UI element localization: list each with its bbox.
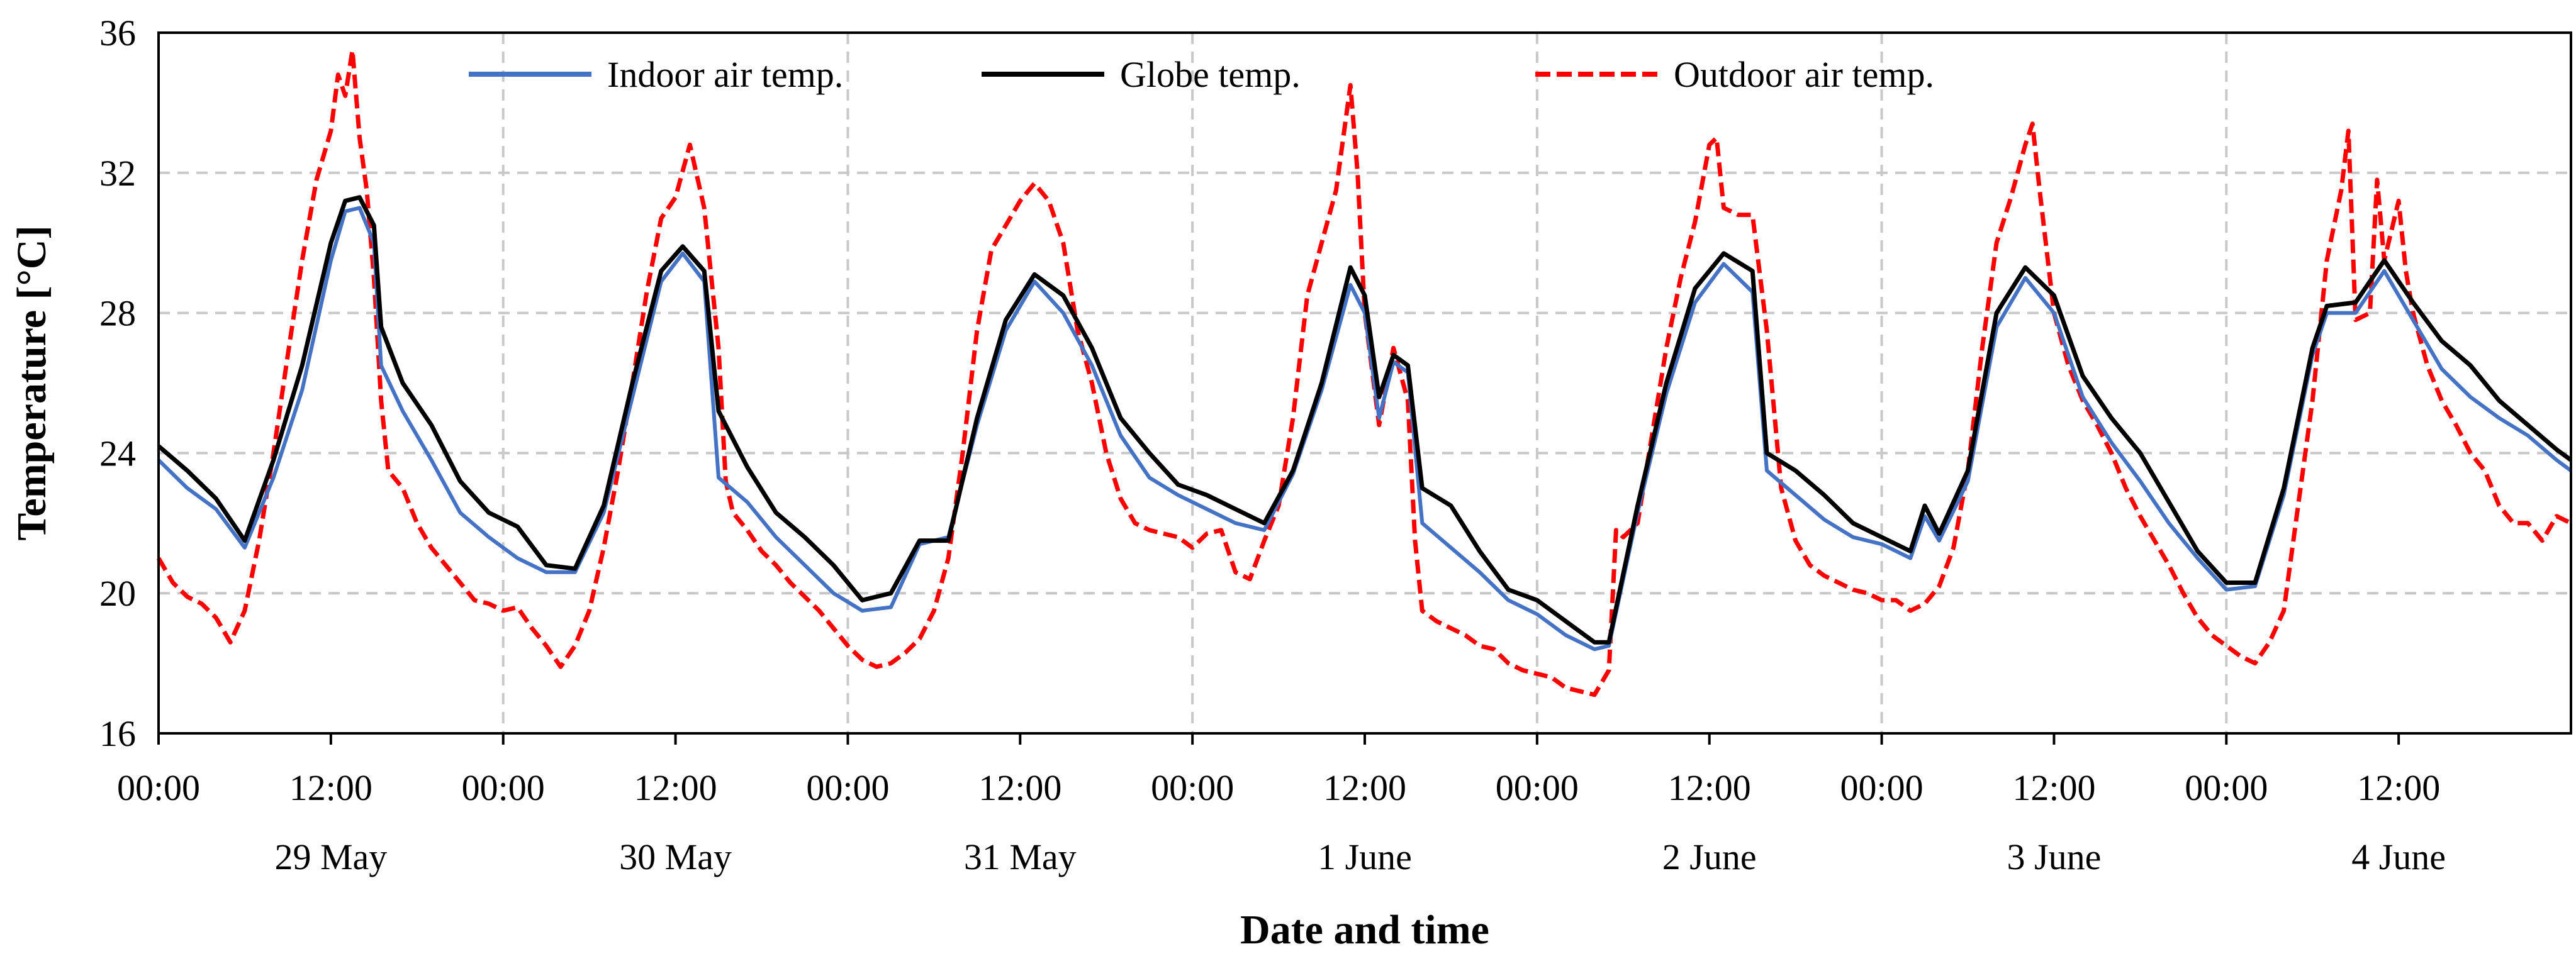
x-tick-label: 12:00 <box>634 767 717 808</box>
series-line-indoor-air-temp <box>157 206 2572 652</box>
legend: Indoor air temp. Globe temp. Outdoor air t… <box>469 54 1934 95</box>
day-label: 31 May <box>964 836 1077 877</box>
day-label: 1 June <box>1318 836 1412 877</box>
x-axis-day-labels: 29 May 30 May 31 May 1 June 2 June 3 June 4 Ju… <box>274 836 2446 877</box>
x-tick-label: 00:00 <box>2185 767 2268 808</box>
plot-area-border <box>157 31 2572 735</box>
y-tick-label: 28 <box>99 293 136 334</box>
vertical-gridlines <box>501 33 2228 733</box>
y-axis-title: Temperature [°C] <box>9 225 55 540</box>
y-tick-label: 24 <box>99 433 136 474</box>
x-tick-label: 12:00 <box>2012 767 2095 808</box>
y-tick-label: 20 <box>99 573 136 614</box>
series-layer <box>156 48 2573 697</box>
y-tick-label: 36 <box>99 13 136 53</box>
day-label: 2 June <box>1662 836 1757 877</box>
x-tick-label: 00:00 <box>806 767 889 808</box>
x-axis-title: Date and time <box>1240 907 1489 953</box>
series-line-outdoor-air-temp <box>156 48 2572 697</box>
x-tick-label: 12:00 <box>978 767 1061 808</box>
y-axis-tick-labels: 16 20 24 28 32 36 <box>99 13 136 754</box>
day-label: 3 June <box>2007 836 2102 877</box>
x-axis-tick-labels: 00:00 12:00 00:00 12:00 00:00 12:00 00:00 12:00… <box>117 733 2440 808</box>
x-tick-label: 12:00 <box>289 767 372 808</box>
horizontal-gridlines <box>159 171 2571 595</box>
day-label: 30 May <box>619 836 732 877</box>
day-label: 4 June <box>2351 836 2446 877</box>
x-tick-label: 12:00 <box>1323 767 1406 808</box>
legend-label: Outdoor air temp. <box>1674 54 1934 95</box>
x-tick-label: 00:00 <box>117 767 200 808</box>
y-tick-label: 16 <box>99 713 136 754</box>
legend-label: Globe temp. <box>1120 54 1301 95</box>
legend-label: Indoor air temp. <box>607 54 843 95</box>
x-tick-label: 12:00 <box>1668 767 1751 808</box>
x-tick-label: 00:00 <box>1496 767 1579 808</box>
x-tick-label: 12:00 <box>2357 767 2440 808</box>
x-tick-label: 00:00 <box>1840 767 1924 808</box>
x-tick-label: 00:00 <box>462 767 545 808</box>
series-line-globe-temp <box>157 195 2573 645</box>
y-tick-label: 32 <box>99 153 136 194</box>
x-tick-label: 00:00 <box>1151 767 1234 808</box>
day-label: 29 May <box>274 836 387 877</box>
